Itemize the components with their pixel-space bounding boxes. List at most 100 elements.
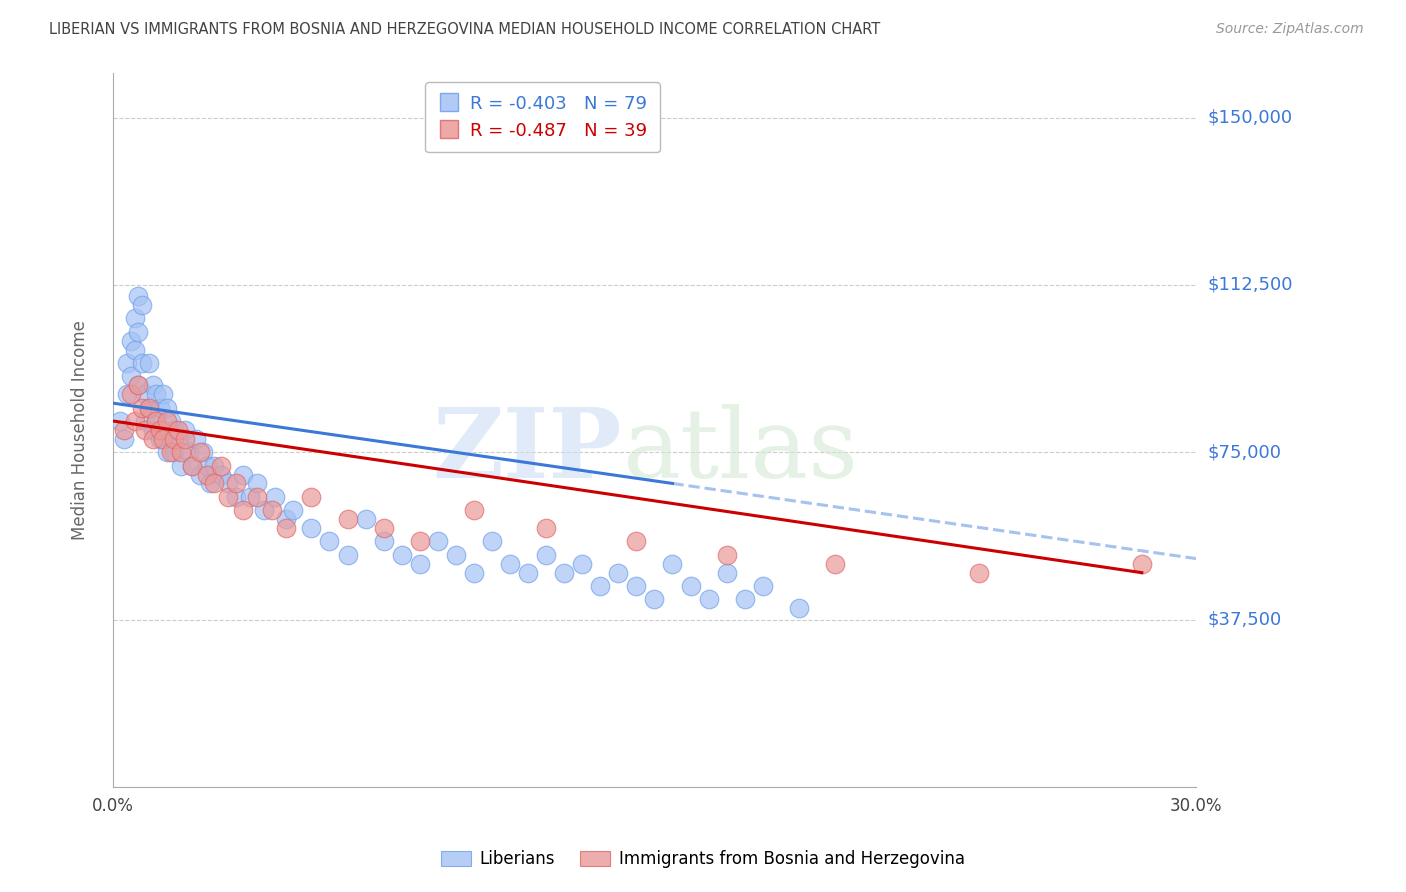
Point	[553, 566, 575, 580]
Point	[174, 432, 197, 446]
Point	[166, 432, 188, 446]
Point	[969, 566, 991, 580]
Point	[120, 334, 142, 348]
Point	[354, 512, 377, 526]
Point	[145, 414, 167, 428]
Point	[156, 445, 179, 459]
Point	[138, 356, 160, 370]
Point	[112, 432, 135, 446]
Text: Source: ZipAtlas.com: Source: ZipAtlas.com	[1216, 22, 1364, 37]
Point	[156, 414, 179, 428]
Point	[174, 423, 197, 437]
Point	[170, 458, 193, 473]
Point	[138, 401, 160, 415]
Point	[159, 445, 181, 459]
Point	[318, 534, 340, 549]
Point	[607, 566, 630, 580]
Point	[391, 548, 413, 562]
Point	[426, 534, 449, 549]
Point	[170, 445, 193, 459]
Point	[246, 490, 269, 504]
Point	[276, 521, 298, 535]
Point	[184, 432, 207, 446]
Point	[145, 414, 167, 428]
Point	[336, 512, 359, 526]
Point	[463, 503, 485, 517]
Point	[131, 298, 153, 312]
Point	[149, 401, 172, 415]
Point	[131, 401, 153, 415]
Point	[264, 490, 287, 504]
Point	[534, 521, 557, 535]
Point	[661, 557, 683, 571]
Point	[127, 325, 149, 339]
Text: $112,500: $112,500	[1208, 276, 1292, 293]
Point	[124, 414, 146, 428]
Point	[181, 458, 204, 473]
Point	[276, 512, 298, 526]
Point	[202, 476, 225, 491]
Point	[163, 445, 186, 459]
Point	[191, 445, 214, 459]
Legend: R = -0.403   N = 79, R = -0.487   N = 39: R = -0.403 N = 79, R = -0.487 N = 39	[425, 82, 659, 153]
Point	[127, 378, 149, 392]
Point	[824, 557, 846, 571]
Point	[108, 414, 131, 428]
Point	[373, 534, 395, 549]
Point	[232, 467, 254, 482]
Point	[131, 356, 153, 370]
Point	[444, 548, 467, 562]
Point	[142, 423, 165, 437]
Text: $37,500: $37,500	[1208, 610, 1281, 629]
Point	[127, 378, 149, 392]
Point	[697, 592, 720, 607]
Point	[734, 592, 756, 607]
Point	[225, 490, 247, 504]
Point	[679, 579, 702, 593]
Point	[626, 579, 648, 593]
Point	[209, 467, 232, 482]
Point	[188, 467, 211, 482]
Point	[195, 467, 218, 482]
Text: LIBERIAN VS IMMIGRANTS FROM BOSNIA AND HERZEGOVINA MEDIAN HOUSEHOLD INCOME CORRE: LIBERIAN VS IMMIGRANTS FROM BOSNIA AND H…	[49, 22, 880, 37]
Point	[149, 423, 172, 437]
Point	[225, 476, 247, 491]
Point	[209, 458, 232, 473]
Text: $150,000: $150,000	[1208, 109, 1292, 127]
Point	[181, 458, 204, 473]
Legend: Liberians, Immigrants from Bosnia and Herzegovina: Liberians, Immigrants from Bosnia and He…	[434, 844, 972, 875]
Point	[152, 432, 174, 446]
Point	[517, 566, 540, 580]
Point	[239, 490, 262, 504]
Point	[163, 432, 186, 446]
Text: atlas: atlas	[621, 404, 858, 499]
Point	[152, 387, 174, 401]
Point	[643, 592, 665, 607]
Point	[299, 490, 322, 504]
Point	[124, 311, 146, 326]
Text: $75,000: $75,000	[1208, 443, 1281, 461]
Point	[177, 445, 200, 459]
Point	[112, 423, 135, 437]
Point	[716, 548, 738, 562]
Point	[202, 458, 225, 473]
Point	[163, 423, 186, 437]
Point	[260, 503, 283, 517]
Point	[159, 414, 181, 428]
Point	[232, 503, 254, 517]
Point	[571, 557, 593, 571]
Point	[787, 601, 810, 615]
Point	[149, 432, 172, 446]
Point	[152, 423, 174, 437]
Point	[716, 566, 738, 580]
Point	[142, 378, 165, 392]
Point	[373, 521, 395, 535]
Point	[253, 503, 276, 517]
Point	[159, 432, 181, 446]
Point	[409, 534, 432, 549]
Point	[200, 476, 222, 491]
Point	[589, 579, 612, 593]
Point	[283, 503, 305, 517]
Point	[142, 432, 165, 446]
Point	[217, 476, 239, 491]
